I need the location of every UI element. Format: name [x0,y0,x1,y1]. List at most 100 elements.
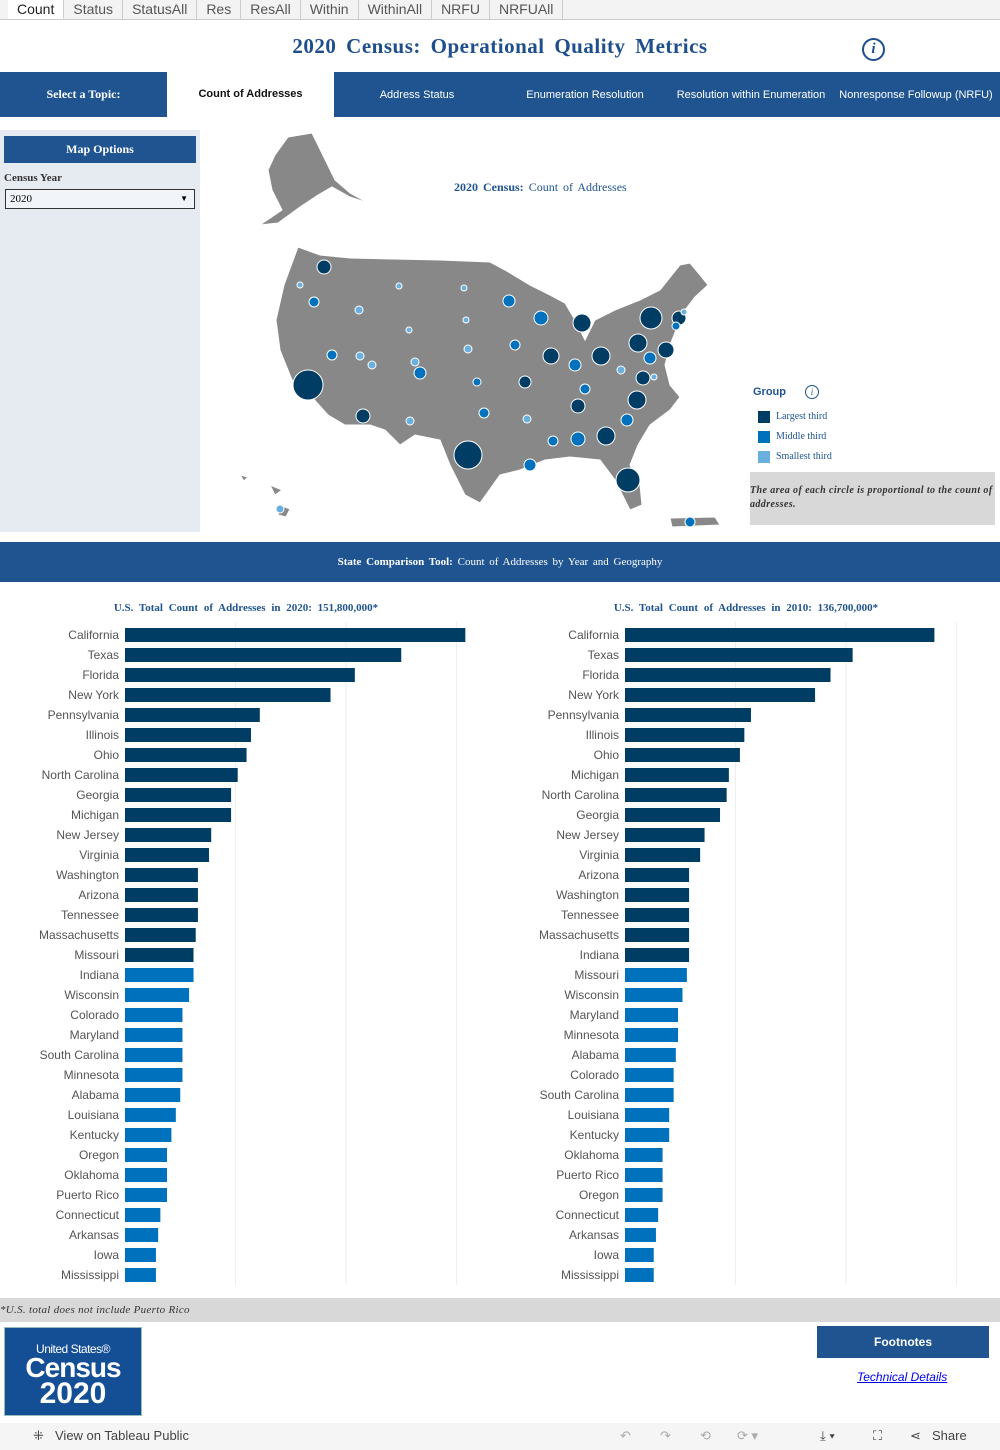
sheet-tab-withinall[interactable]: WithinAll [359,0,433,19]
bar-alabama[interactable] [125,1088,181,1102]
state-circle[interactable] [523,458,537,472]
bar-louisiana[interactable] [625,1108,670,1122]
bar-indiana[interactable] [625,948,690,962]
state-circle[interactable] [570,398,586,414]
census-year-select[interactable]: 2020 ▼ [5,189,195,209]
bar-maryland[interactable] [125,1028,183,1042]
state-circle[interactable] [395,282,403,290]
sheet-tab-nrfu[interactable]: NRFU [432,0,490,19]
share-icon[interactable]: ⋖ [910,1428,921,1443]
bar-texas[interactable] [125,648,402,662]
state-circle[interactable] [671,321,681,331]
state-circle[interactable] [570,431,586,447]
view-on-tableau-link[interactable]: View on Tableau Public [55,1428,189,1443]
technical-details-link[interactable]: Technical Details [857,1370,948,1384]
bar-washington[interactable] [125,868,198,882]
bar-mississippi[interactable] [125,1268,156,1282]
bar-oregon[interactable] [125,1148,167,1162]
bar-michigan[interactable] [625,768,729,782]
bar-illinois[interactable] [625,728,745,742]
bar-oregon[interactable] [625,1188,663,1202]
state-circle[interactable] [463,344,473,354]
bar-pennsylvania[interactable] [125,708,260,722]
state-circle[interactable] [522,414,532,424]
state-circle[interactable] [684,516,696,528]
refresh-icon[interactable]: ⟳ ▾ [737,1428,759,1443]
bar-mississippi[interactable] [625,1268,654,1282]
state-circle[interactable] [568,358,582,372]
bar-pennsylvania[interactable] [625,708,751,722]
state-circle[interactable] [680,308,688,316]
bar-arkansas[interactable] [125,1228,159,1242]
bar-illinois[interactable] [125,728,251,742]
redo-icon[interactable]: ↷ [660,1428,671,1443]
bar-maryland[interactable] [625,1008,679,1022]
info-icon[interactable]: i [862,38,885,61]
sheet-tab-nrfuall[interactable]: NRFUAll [490,0,564,19]
bar-north-carolina[interactable] [125,768,238,782]
state-circle[interactable] [643,351,657,365]
state-circle[interactable] [355,351,365,361]
bar-massachusetts[interactable] [125,928,196,942]
legend-info-icon[interactable]: i [805,385,819,399]
legend-item-smallest[interactable]: Smallest third [758,451,832,463]
bar-tennessee[interactable] [625,908,690,922]
state-circle[interactable] [635,370,651,386]
state-circle[interactable] [296,281,304,289]
state-circle[interactable] [509,339,521,351]
state-circle[interactable] [405,416,415,426]
bar-arizona[interactable] [125,888,198,902]
bar-iowa[interactable] [625,1248,654,1262]
state-circle[interactable] [472,377,482,387]
topic-count-of-addresses[interactable]: Count of Addresses [167,72,334,117]
bar-kentucky[interactable] [125,1128,172,1142]
sheet-tab-status[interactable]: Status [64,0,124,19]
state-circle[interactable] [460,284,468,292]
topic-resolution-within-enumeration[interactable]: Resolution within Enumeration [676,88,826,101]
bar-california[interactable] [125,628,466,642]
sheet-tab-statusall[interactable]: StatusAll [123,0,198,19]
state-circle[interactable] [620,413,634,427]
state-circle[interactable] [502,294,516,308]
bar-massachusetts[interactable] [625,928,690,942]
state-circle[interactable] [316,259,332,275]
bar-minnesota[interactable] [625,1028,679,1042]
bar-florida[interactable] [625,668,831,682]
bar-michigan[interactable] [125,808,232,822]
bar-iowa[interactable] [125,1248,156,1262]
bar-connecticut[interactable] [125,1208,161,1222]
us-map[interactable] [200,125,740,535]
bar-colorado[interactable] [125,1008,183,1022]
state-circle[interactable] [628,333,648,353]
bar-puerto-rico[interactable] [625,1168,663,1182]
bar-wisconsin[interactable] [625,988,683,1002]
bar-colorado[interactable] [625,1068,674,1082]
state-circle[interactable] [627,390,647,410]
bar-georgia[interactable] [125,788,232,802]
state-circle[interactable] [355,408,371,424]
state-circle[interactable] [572,313,592,333]
bar-tennessee[interactable] [125,908,198,922]
bar-wisconsin[interactable] [125,988,190,1002]
topic-enumeration-resolution[interactable]: Enumeration Resolution [526,88,644,101]
fullscreen-icon[interactable]: ⛶ [873,1428,883,1443]
state-circle[interactable] [533,310,549,326]
bar-north-carolina[interactable] [625,788,727,802]
bar-ohio[interactable] [125,748,247,762]
bar-south-carolina[interactable] [625,1088,674,1102]
state-circle[interactable] [518,375,532,389]
state-circle[interactable] [542,347,560,365]
bar-puerto-rico[interactable] [125,1188,167,1202]
bar-texas[interactable] [625,648,853,662]
sheet-tab-resall[interactable]: ResAll [241,0,301,19]
bar-alabama[interactable] [625,1048,676,1062]
download-icon[interactable]: ⤓ ▾ [820,1428,835,1443]
state-circle[interactable] [596,426,616,446]
bar-new-york[interactable] [625,688,816,702]
legend-item-middle[interactable]: Middle third [758,431,826,443]
revert-icon[interactable]: ⟲ [700,1428,711,1443]
bar-arizona[interactable] [625,868,690,882]
bar-connecticut[interactable] [625,1208,659,1222]
legend-item-largest[interactable]: Largest third [758,411,827,423]
state-circle[interactable] [462,316,470,324]
